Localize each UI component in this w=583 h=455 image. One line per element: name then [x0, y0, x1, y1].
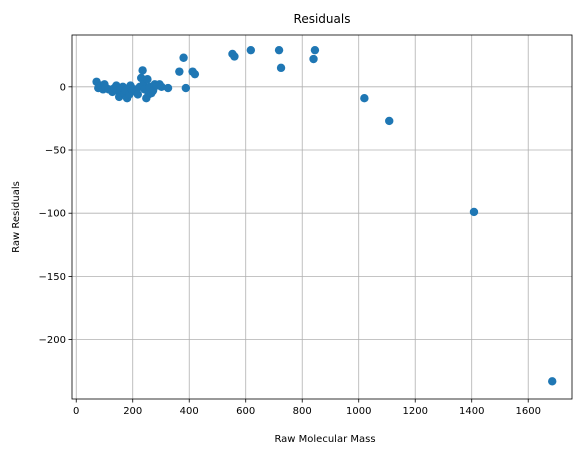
y-tick-label: −150 — [39, 272, 66, 283]
y-axis-label: Raw Residuals — [11, 181, 22, 253]
y-axis-ticks: 0 −50 −100 −150 −200 — [39, 82, 72, 346]
y-tick-label: −200 — [39, 335, 66, 346]
x-tick-label: 1200 — [402, 406, 427, 417]
x-axis-label: Raw Molecular Mass — [274, 434, 375, 445]
x-tick-label: 600 — [236, 406, 255, 417]
data-point — [157, 82, 166, 92]
x-tick-label: 800 — [293, 406, 312, 417]
plot-frame — [71, 34, 573, 400]
data-point — [190, 69, 200, 79]
data-point — [360, 93, 369, 103]
data-point — [246, 45, 256, 55]
x-tick-label: 1600 — [515, 406, 540, 417]
data-point — [385, 116, 394, 126]
y-tick-label: −50 — [45, 146, 66, 157]
data-points — [92, 45, 557, 386]
data-point — [309, 54, 318, 64]
data-point — [163, 83, 173, 93]
grid-lines — [72, 35, 572, 399]
data-point — [230, 52, 239, 61]
x-tick-label: 0 — [73, 406, 79, 417]
x-tick-label: 400 — [180, 406, 199, 417]
data-point — [175, 67, 184, 76]
y-tick-label: 0 — [60, 82, 66, 93]
data-point — [138, 66, 147, 75]
data-point — [179, 53, 188, 62]
data-point — [469, 207, 479, 217]
y-tick-label: −100 — [39, 209, 66, 220]
data-point — [143, 75, 152, 84]
data-point — [133, 90, 143, 99]
data-point — [276, 63, 286, 73]
data-point — [181, 83, 191, 93]
data-point — [548, 377, 557, 386]
x-tick-label: 200 — [123, 406, 142, 417]
x-tick-label: 1400 — [459, 406, 484, 417]
data-point — [274, 45, 284, 55]
data-point — [310, 45, 320, 55]
chart-title: Residuals — [294, 12, 351, 26]
x-tick-label: 1000 — [346, 406, 371, 417]
x-axis-ticks: 0 200 400 600 800 1000 1200 1400 1600 — [73, 399, 541, 417]
